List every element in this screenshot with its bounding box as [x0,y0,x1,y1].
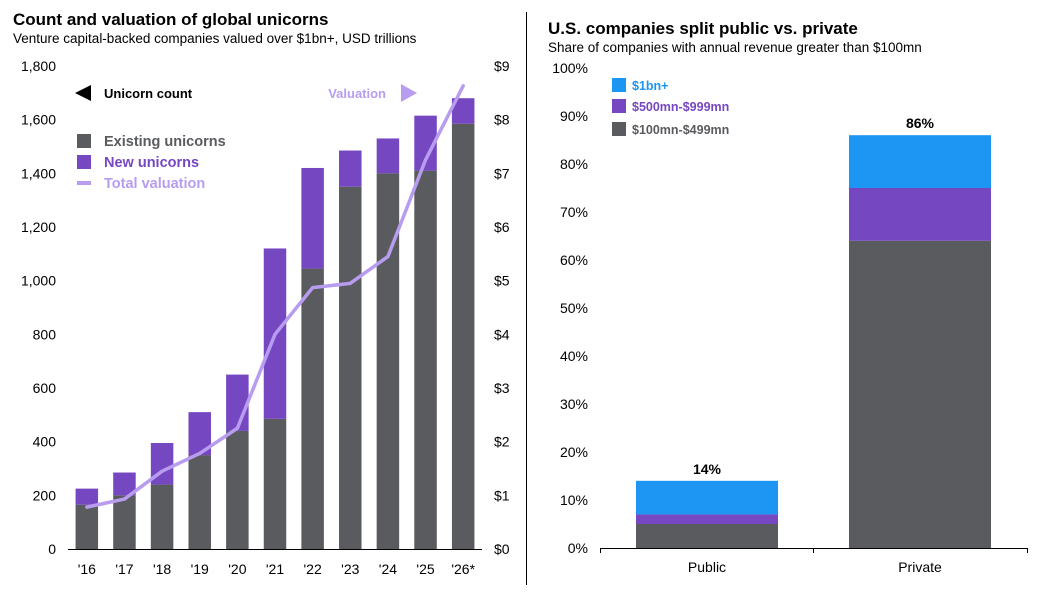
right-y-tick-label: $0 [494,541,510,557]
x-tick-label: '20 [228,561,246,577]
existing-unicorns-bar [301,268,324,549]
legend-swatch [77,134,91,148]
new-unicorns-bar [113,472,136,496]
stacked-bar-segment [636,514,778,524]
legend-label: New unicorns [104,155,199,171]
new-unicorns-bar [414,115,437,171]
x-tick-label: '17 [115,561,133,577]
left-y-tick-label: 1,800 [21,58,56,74]
unicorn-count-annotation: Unicorn count [104,86,193,101]
existing-unicorns-bar [414,170,437,549]
y-tick-label: 90% [560,108,588,124]
left-y-tick-label: 200 [33,487,57,503]
y-tick-label: 100% [552,60,588,76]
existing-unicorns-bar [226,430,249,549]
existing-unicorns-bar [451,123,475,550]
legend-label: $500mn-$999mn [632,100,729,114]
panel-divider [526,12,527,585]
existing-unicorns-bar [150,484,174,549]
stacked-bar-segment [849,240,991,549]
right-y-tick-label: $5 [494,273,510,289]
right-y-tick-label: $1 [494,487,510,503]
x-tick-label: '23 [341,561,359,577]
right-y-tick-label: $4 [494,326,510,342]
new-unicorns-bar [301,167,324,269]
legend-swatch [612,78,626,92]
y-tick-label: 70% [560,204,588,220]
existing-unicorns-bar [263,418,287,549]
right-y-tick-label: $9 [494,58,510,74]
stacked-bar-segment [849,188,991,241]
new-unicorns-bar [188,412,211,456]
existing-unicorns-bar [376,173,400,550]
y-tick-label: 20% [560,444,588,460]
left-chart-title: Count and valuation of global unicorns [13,10,329,29]
stacked-bar-segment [636,524,778,548]
x-tick-label: '18 [153,561,171,577]
right-y-tick-label: $2 [494,434,510,450]
legend-label: Existing unicorns [104,134,226,150]
y-tick-label: 30% [560,396,588,412]
x-tick-label: '19 [191,561,209,577]
x-tick-label: Public [688,559,726,575]
y-tick-label: 50% [560,300,588,316]
legend-line-swatch [77,181,91,185]
new-unicorns-bar [75,488,99,505]
bar-total-label: 86% [906,115,935,131]
left-y-tick-label: 1,600 [21,112,56,128]
x-tick-label: Private [898,559,942,575]
right-y-tick-label: $6 [494,219,510,235]
right-chart-subtitle: Share of companies with annual revenue g… [548,40,922,55]
new-unicorns-bar [376,138,400,174]
legend-swatch [612,99,626,113]
legend-label: $1bn+ [632,79,668,93]
right-y-tick-label: $8 [494,112,510,128]
valuation-annotation: Valuation [328,86,386,101]
x-tick-label: '22 [304,561,322,577]
left-y-tick-label: 800 [33,326,57,342]
legend-label: Total valuation [104,176,205,192]
new-unicorns-bar [451,98,475,124]
right-y-tick-label: $3 [494,380,510,396]
x-tick-label: '26* [451,561,475,577]
new-unicorns-bar [339,150,362,187]
y-tick-label: 10% [560,492,588,508]
right-chart-title: U.S. companies split public vs. private [548,19,858,38]
left-y-tick-label: 600 [33,380,57,396]
existing-unicorns-bar [188,455,211,549]
right-y-tick-label: $7 [494,165,510,181]
x-tick-label: '25 [416,561,434,577]
total-valuation-line [85,84,465,509]
existing-unicorns-bar [75,504,99,549]
legend-label: $100mn-$499mn [632,123,729,137]
x-tick-label: '21 [266,561,284,577]
x-tick-label: '24 [379,561,397,577]
left-y-tick-label: 400 [33,434,57,450]
bar-total-label: 14% [693,461,722,477]
left-chart-subtitle: Venture capital-backed companies valued … [13,31,417,46]
existing-unicorns-bar [113,495,136,549]
y-tick-label: 80% [560,156,588,172]
stacked-bar-segment [636,480,778,515]
y-tick-label: 60% [560,252,588,268]
legend-swatch [612,122,626,136]
x-tick-label: '16 [78,561,96,577]
legend-swatch [77,155,91,169]
y-tick-label: 0% [568,540,588,556]
left-y-tick-label: 1,000 [21,273,56,289]
y-tick-label: 40% [560,348,588,364]
left-arrow-icon [75,85,91,101]
stacked-bar-segment [849,135,991,188]
left-y-tick-label: 0 [48,541,56,557]
left-y-tick-label: 1,400 [21,165,56,181]
right-arrow-icon [401,84,417,102]
left-y-tick-label: 1,200 [21,219,56,235]
